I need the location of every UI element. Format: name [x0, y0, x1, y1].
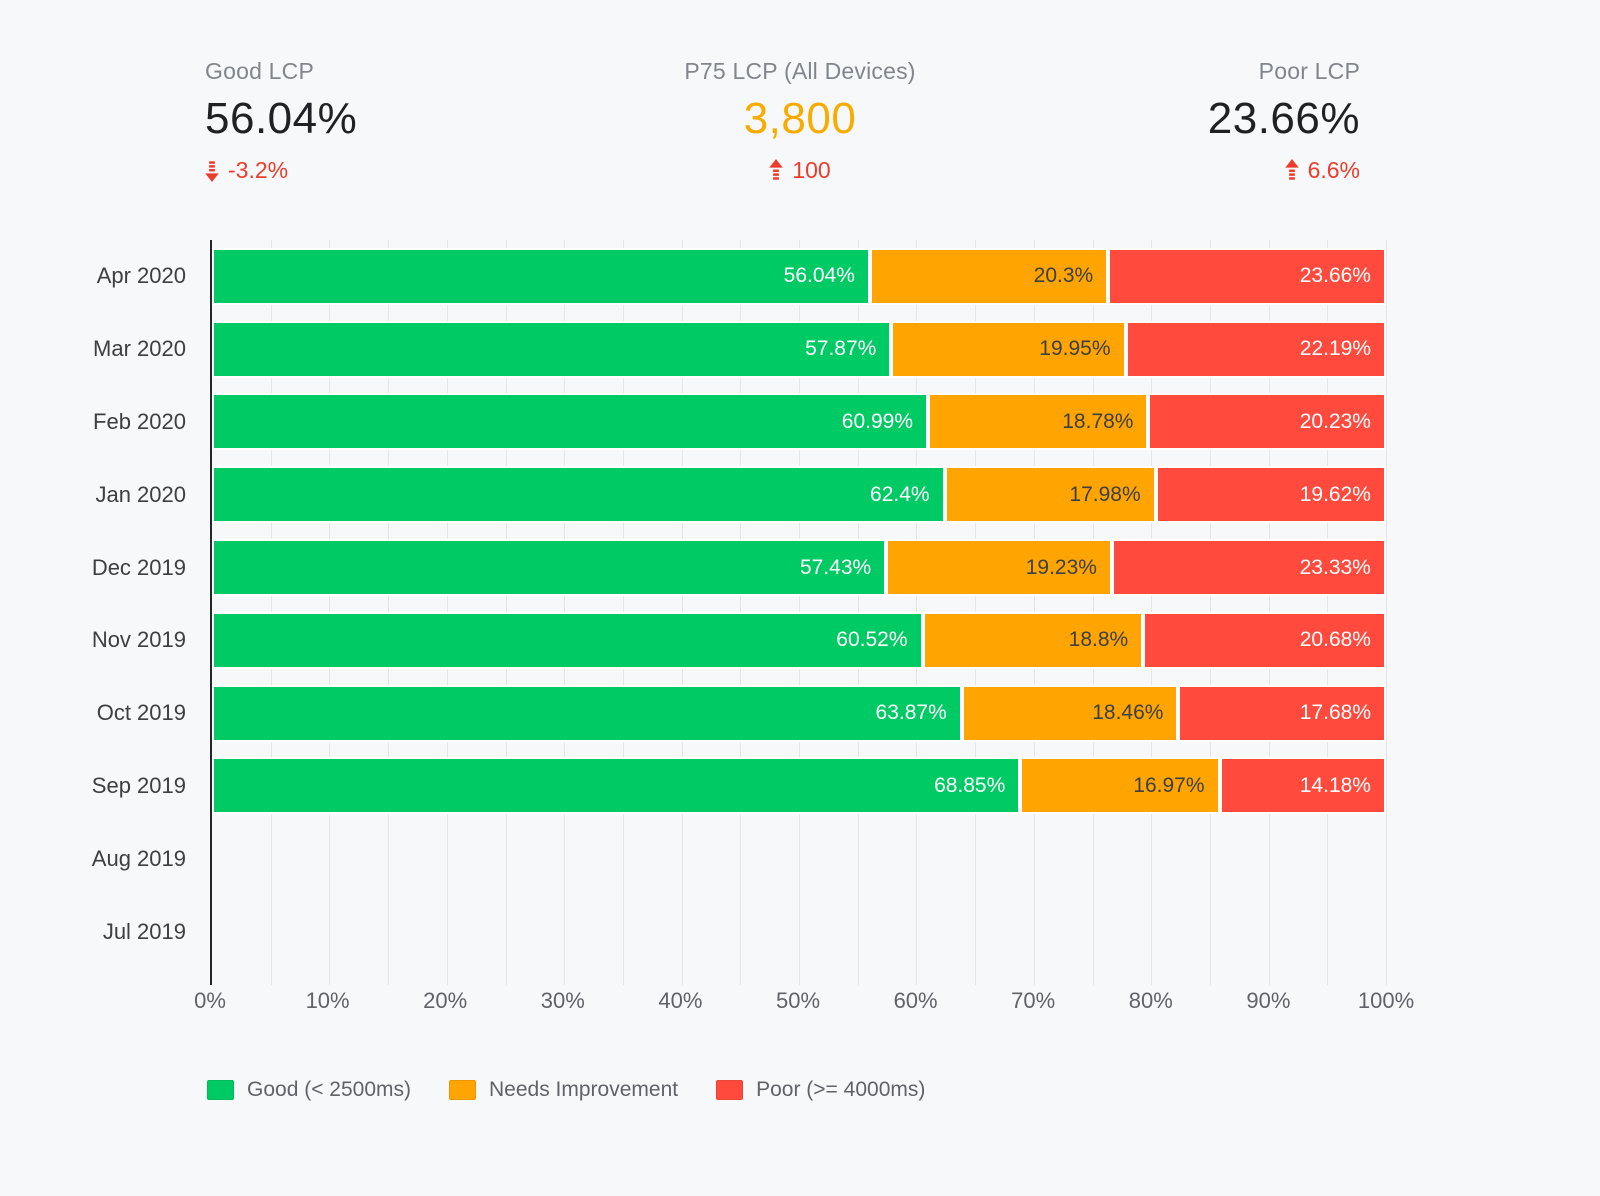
bar-segment-poor[interactable]: 23.33% — [1111, 539, 1386, 597]
legend-label: Poor (>= 4000ms) — [756, 1078, 926, 1101]
bar-segment-good[interactable]: 62.4% — [212, 466, 945, 524]
y-axis-label: Jul 2019 — [102, 918, 186, 944]
trend-arrow-icon — [769, 159, 784, 180]
legend-swatch-needs-improvement — [449, 1080, 477, 1100]
kpi-delta-text: 100 — [792, 157, 831, 183]
bar-segment-needs-improvement[interactable]: 18.78% — [928, 393, 1149, 451]
x-axis-tick-label: 30% — [540, 988, 585, 1013]
x-axis-tick-label: 20% — [423, 988, 468, 1013]
bar-segment-good[interactable]: 60.99% — [212, 393, 929, 451]
trend-arrow-icon — [1284, 159, 1299, 180]
bar-segment-poor[interactable]: 23.66% — [1108, 247, 1386, 305]
bar-segment-needs-improvement[interactable]: 19.23% — [886, 539, 1112, 597]
bar-segment-needs-improvement[interactable]: 19.95% — [891, 320, 1126, 378]
bar-segment-good[interactable]: 56.04% — [212, 247, 870, 305]
stacked-bar: 57.87% 19.95% 22.19% — [212, 320, 1386, 378]
stacked-bar: 57.43% 19.23% 23.33% — [212, 539, 1386, 597]
bar-segment-poor[interactable]: 14.18% — [1219, 757, 1386, 815]
stacked-bar-plot-area: 56.04% 20.3% 23.66% 57.87% 19.95% 22.19% 60.99… — [210, 240, 1387, 985]
x-axis-tick-label: 50% — [775, 988, 821, 1013]
stacked-bar: 60.52% 18.8% 20.68% — [212, 611, 1386, 669]
bar-row — [212, 822, 1386, 895]
kpi-p75-lcp-delta: 100 — [550, 157, 1050, 184]
stacked-bar: 68.85% 16.97% 14.18% — [212, 757, 1386, 815]
y-axis-label: Apr 2020 — [96, 263, 186, 289]
y-axis-label: Dec 2019 — [91, 554, 186, 580]
legend-item-needs-improvement[interactable]: Needs Improvement — [449, 1078, 678, 1102]
bar-row: 68.85% 16.97% 14.18% — [212, 750, 1386, 823]
bar-row: 60.99% 18.78% 20.23% — [212, 386, 1386, 459]
legend-item-poor[interactable]: Poor (>= 4000ms) — [716, 1078, 925, 1102]
bar-segment-good[interactable]: 68.85% — [212, 757, 1021, 815]
kpi-poor-lcp: Poor LCP 23.66% 6.6% — [1000, 58, 1360, 184]
y-axis-labels: Apr 2020 Mar 2020 Feb 2020 Jan 2020 Dec 2019… — [0, 240, 186, 968]
bar-row — [212, 895, 1386, 968]
bar-segment-poor[interactable]: 22.19% — [1125, 320, 1386, 378]
kpi-delta-text: -3.2% — [228, 157, 289, 183]
y-axis-label: Nov 2019 — [91, 627, 186, 653]
kpi-p75-lcp: P75 LCP (All Devices) 3,800 100 — [550, 58, 1050, 184]
x-axis-tick-labels: 0% 10% 20% 30% 40% 50% 60% 70% 80% 90% 100% — [194, 988, 1414, 1018]
legend-label: Good (< 2500ms) — [247, 1078, 412, 1101]
stacked-bar: 63.87% 18.46% 17.68% — [212, 684, 1386, 742]
y-axis-label: Aug 2019 — [91, 845, 186, 871]
y-axis-label: Feb 2020 — [93, 408, 186, 434]
bar-segment-needs-improvement[interactable]: 16.97% — [1020, 757, 1220, 815]
legend-swatch-poor — [716, 1080, 744, 1100]
bar-segment-poor[interactable]: 17.68% — [1178, 684, 1386, 742]
kpi-good-lcp-label: Good LCP — [205, 58, 314, 84]
kpi-poor-lcp-value: 23.66% — [1207, 94, 1360, 143]
legend-label: Needs Improvement — [489, 1078, 679, 1101]
trend-arrow-icon — [205, 161, 219, 182]
bar-segment-needs-improvement[interactable]: 17.98% — [944, 466, 1156, 524]
legend-swatch-good — [207, 1080, 234, 1100]
bar-row: 56.04% 20.3% 23.66% — [212, 240, 1386, 313]
bar-segment-needs-improvement[interactable]: 18.8% — [922, 611, 1144, 669]
stacked-bar: 56.04% 20.3% 23.66% — [212, 247, 1386, 305]
kpi-good-lcp-delta: -3.2% — [205, 157, 357, 184]
x-axis-tick-label: 60% — [893, 988, 938, 1013]
bar-row: 57.87% 19.95% 22.19% — [212, 313, 1386, 386]
kpi-poor-lcp-label: Poor LCP — [1258, 58, 1360, 84]
kpi-poor-lcp-delta: 6.6% — [1000, 157, 1360, 184]
bar-segment-poor[interactable]: 20.68% — [1143, 611, 1386, 669]
x-axis-tick-label: 40% — [658, 988, 703, 1013]
stacked-bar: 62.4% 17.98% 19.62% — [212, 466, 1386, 524]
chart-legend: Good (< 2500ms) Needs Improvement Poor (>=… — [207, 1078, 925, 1102]
stacked-bar: 60.99% 18.78% 20.23% — [212, 393, 1386, 451]
bar-segment-good[interactable]: 60.52% — [212, 611, 923, 669]
x-axis-tick-label: 90% — [1246, 988, 1291, 1013]
x-axis-tick-label: 70% — [1011, 988, 1056, 1013]
kpi-good-lcp: Good LCP 56.04% -3.2% — [205, 58, 357, 184]
bar-row: 60.52% 18.8% 20.68% — [212, 604, 1386, 677]
bar-row: 63.87% 18.46% 17.68% — [212, 677, 1386, 750]
y-axis-label: Mar 2020 — [93, 336, 186, 362]
bar-segment-needs-improvement[interactable]: 18.46% — [961, 684, 1179, 742]
bar-segment-good[interactable]: 57.43% — [212, 539, 887, 597]
x-axis-tick-label: 0% — [194, 988, 226, 1013]
kpi-delta-text: 6.6% — [1307, 157, 1360, 183]
kpi-p75-lcp-label: P75 LCP (All Devices) — [684, 58, 916, 84]
bar-segment-needs-improvement[interactable]: 20.3% — [869, 247, 1109, 305]
bar-segment-good[interactable]: 57.87% — [212, 320, 892, 378]
y-axis-label: Jan 2020 — [95, 481, 186, 507]
x-axis-tick-label: 100% — [1357, 988, 1415, 1013]
x-axis-tick-label: 80% — [1128, 988, 1173, 1013]
y-axis-label: Sep 2019 — [91, 772, 186, 798]
y-axis-label: Oct 2019 — [96, 700, 186, 726]
bar-row: 62.4% 17.98% 19.62% — [212, 458, 1386, 531]
legend-item-good[interactable]: Good (< 2500ms) — [207, 1078, 411, 1102]
bar-row: 57.43% 19.23% 23.33% — [212, 531, 1386, 604]
bar-segment-poor[interactable]: 19.62% — [1155, 466, 1386, 524]
bar-segment-poor[interactable]: 20.23% — [1148, 393, 1386, 451]
gridline — [1386, 240, 1387, 985]
x-axis-tick-label: 10% — [305, 988, 350, 1013]
kpi-good-lcp-value: 56.04% — [205, 94, 358, 143]
bar-segment-good[interactable]: 63.87% — [212, 684, 962, 742]
kpi-p75-lcp-value: 3,800 — [743, 94, 857, 143]
